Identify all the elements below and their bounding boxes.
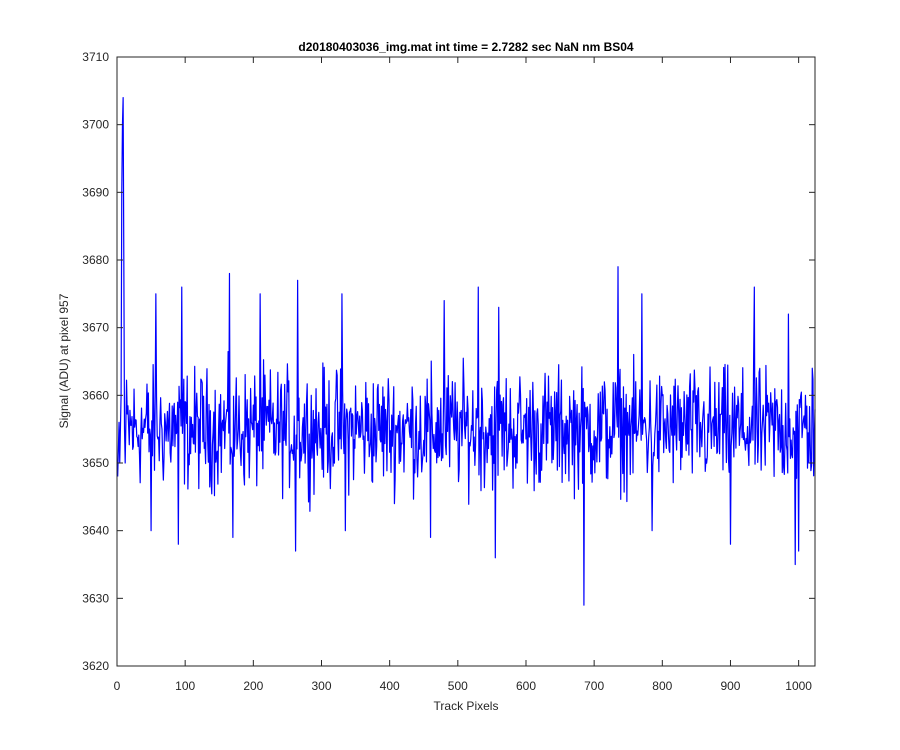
y-tick-label: 3650 [82,456,109,470]
x-tick-label: 500 [448,679,468,693]
x-tick-label: 600 [516,679,536,693]
x-tick-label: 800 [652,679,672,693]
x-axis-label: Track Pixels [434,699,499,713]
series-layer [117,96,816,606]
y-tick-label: 3660 [82,388,109,402]
y-tick-label: 3640 [82,524,109,538]
x-tick-label: 900 [720,679,740,693]
x-tick-label: 100 [175,679,195,693]
x-tick-label: 400 [380,679,400,693]
chart-title: d20180403036_img.mat int time = 2.7282 s… [298,40,634,54]
y-tick-label: 3670 [82,321,109,335]
plot-area [117,57,815,666]
y-axis-ticks: 3620 3630 3640 3650 3660 3670 3680 3690 3700 3710 [82,50,815,673]
x-axis-ticks: 0 100 200 300 400 500 600 700 800 900 1000 [114,57,812,693]
series-line [117,96,816,606]
x-tick-label: 200 [243,679,263,693]
x-tick-label: 300 [311,679,331,693]
y-tick-label: 3680 [82,253,109,267]
y-tick-label: 3630 [82,591,109,605]
y-tick-label: 3710 [82,50,109,64]
x-tick-label: 1000 [785,679,812,693]
y-tick-label: 3690 [82,185,109,199]
axes-box [116,56,816,667]
x-tick-label: 700 [584,679,604,693]
x-tick-label: 0 [114,679,121,693]
y-tick-label: 3620 [82,659,109,673]
y-axis-label: Signal (ADU) at pixel 957 [57,293,71,428]
y-tick-label: 3700 [82,118,109,132]
